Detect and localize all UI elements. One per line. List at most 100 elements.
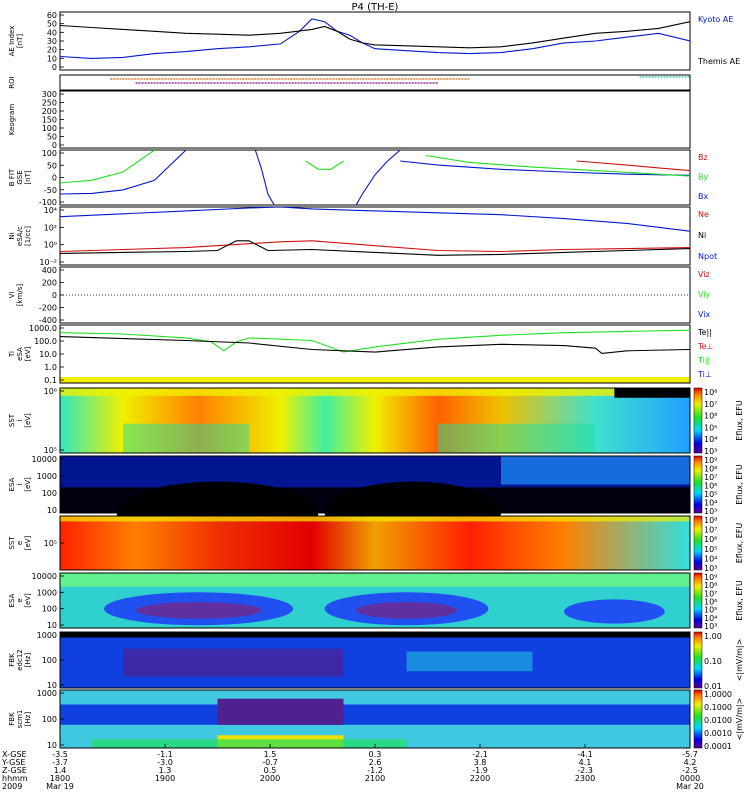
colorbar <box>693 689 703 749</box>
xtick-label: 4.2 <box>684 758 697 767</box>
ylabel: [Hz] <box>24 712 32 727</box>
ytick-label: 10 <box>47 681 57 690</box>
series-Ti|| <box>60 329 690 353</box>
ylabel: Vi <box>8 292 16 299</box>
colorbar-tick: 10⁹ <box>704 573 717 582</box>
ylabel: SST <box>8 413 16 427</box>
xtick-label: 1.3 <box>159 766 172 775</box>
xtick-label: 3.8 <box>474 758 487 767</box>
ylabel: edc12 <box>16 649 24 671</box>
legend-Vix: Vix <box>698 310 711 319</box>
xtick-label: -3.5 <box>52 750 68 759</box>
xtick-label: 4.1 <box>579 758 592 767</box>
ytick-label: 100 <box>42 605 57 614</box>
ytick-label: 1000 <box>37 472 57 481</box>
xtick-label: 1.4 <box>54 766 67 775</box>
ytick-label: 1000.0 <box>29 324 57 333</box>
colorbar-tick: 10³ <box>704 507 717 516</box>
ytick-label: 100 <box>42 715 57 724</box>
colorbar-tick: 10⁵ <box>704 490 717 499</box>
ylabel: ESA <box>8 593 16 607</box>
ylabel: [km/s] <box>16 284 24 307</box>
xtick-label: -5.7 <box>682 750 698 759</box>
series-Npot <box>60 207 690 232</box>
xtick-label: -1.1 <box>157 750 173 759</box>
xtick-label: -1.9 <box>472 766 488 775</box>
colorbar-tick: 10⁷ <box>704 473 717 482</box>
colorbar-tick: 10⁵ <box>704 606 717 615</box>
ylabel: [1/cc] <box>24 226 32 246</box>
ylabel: [nT] <box>24 170 32 184</box>
colorbar-tick: 10⁶ <box>704 412 717 421</box>
panel-esa_e: 10000 1000 100 10 ESA e [eV] 10⁹10⁸10⁷10⁶10⁵10⁴… <box>8 572 744 631</box>
series-By <box>305 160 344 170</box>
series-Te|| <box>60 336 690 354</box>
panel-sst_i: 10⁶ 10⁵ SST i [eV] 10⁸ 10⁷ 10⁶ 10⁵ 10⁴ 10³ Eflux, E… <box>8 387 744 456</box>
colorbar-tick: 10⁸ <box>704 388 717 397</box>
ylabel: [eV] <box>24 346 32 361</box>
ylabel: [eV] <box>24 413 32 428</box>
xtick-label: -2.5 <box>682 766 698 775</box>
ylabel: eSA/c <box>16 226 24 246</box>
ytick-label: 50 <box>47 161 57 170</box>
xtick-label: 0.5 <box>264 766 277 775</box>
ytick-label: 30 <box>47 37 57 46</box>
colorbar-tick: 10⁶ <box>704 598 717 607</box>
ylabel: scm1 <box>16 710 24 729</box>
ytick-label: 250 <box>42 99 57 108</box>
ytick-label: 100 <box>42 656 57 665</box>
series-Bx <box>60 150 187 195</box>
colorbar-tick: 10⁴ <box>704 614 717 623</box>
ytick-label: 10 <box>47 54 57 63</box>
xtick-label: 2.6 <box>369 758 382 767</box>
colorbar-tick: 1.0000 <box>704 690 732 699</box>
ylabel: [eV] <box>24 593 32 608</box>
ytick-label: 1000 <box>37 631 57 640</box>
ylabel: FBK <box>8 712 16 726</box>
ylabel: SST <box>8 536 16 550</box>
ytick-label: 10 <box>47 506 57 515</box>
series-Kyoto AE <box>60 18 690 59</box>
ytick-label: -50 <box>44 186 57 195</box>
colorbar-label: Eflux, EFU <box>735 580 744 621</box>
ytick-label: 100 <box>42 149 57 158</box>
ytick-label: -200 <box>39 304 57 313</box>
colorbar-tick: 10⁹ <box>704 456 717 465</box>
panel-ti: 1000.0 100.0 10.0 1.0 0.1 Ti eSA [eV] Te|| Te⊥ Ti|… <box>8 324 713 385</box>
xtick-label: 2100 <box>365 774 385 783</box>
ylabel: [nT] <box>16 34 24 48</box>
colorbar-tick: 10⁵ <box>704 545 717 554</box>
series-By <box>425 154 690 177</box>
colorbar-tick: 10⁴ <box>704 435 717 444</box>
ylabel: AE Index <box>8 26 16 57</box>
xtick-label: -0.7 <box>262 758 278 767</box>
ytick-label: 10⁻² <box>39 258 57 267</box>
ytick-label: 400 <box>42 266 57 275</box>
colorbar-label: <|mV/m|> <box>735 639 744 682</box>
ytick-label: 0 <box>52 174 57 183</box>
ylabel: e <box>16 598 24 602</box>
series-Bz <box>576 160 690 172</box>
colorbar-tick: 10⁸ <box>704 465 717 474</box>
ylabel: Ti <box>8 351 16 358</box>
panel-vi: 400 200 0 -200 -400 Vi [km/s] Viz Viy Vix <box>8 266 711 325</box>
colorbar-tick: 10⁷ <box>704 589 717 598</box>
ytick-label: 150 <box>42 116 57 125</box>
ytick-label: 1000 <box>37 689 57 698</box>
xaxis-row-label: X-GSE <box>2 750 27 759</box>
xtick-label: 2200 <box>470 774 490 783</box>
colorbar-label: Eflux, EFU <box>735 464 744 505</box>
legend-Viy: Viy <box>698 290 711 299</box>
legend-Npot: Npot <box>698 252 717 261</box>
legend-By: By <box>698 173 708 182</box>
colorbar-tick: 0.1000 <box>704 703 732 712</box>
xtick-label: 1900 <box>155 774 175 783</box>
ytick-label: 300 <box>42 90 57 99</box>
colorbar-tick: 10³ <box>704 622 717 631</box>
legend-Te⊥: Te⊥ <box>697 342 713 351</box>
colorbar <box>693 455 703 514</box>
ytick-label: 50 <box>47 133 57 142</box>
